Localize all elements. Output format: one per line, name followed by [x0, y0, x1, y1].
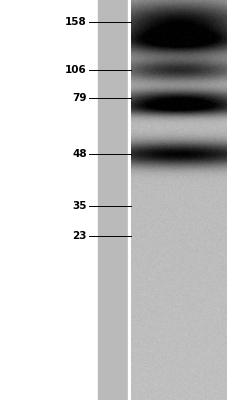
Text: 79: 79: [72, 93, 86, 103]
Text: 106: 106: [65, 65, 86, 75]
Text: 23: 23: [72, 231, 86, 241]
Text: 48: 48: [72, 149, 86, 159]
Text: 158: 158: [65, 17, 86, 27]
Bar: [98, 0, 127, 400]
Text: 35: 35: [72, 201, 86, 211]
Bar: [0, 0, 98, 400]
Bar: [127, 0, 131, 400]
